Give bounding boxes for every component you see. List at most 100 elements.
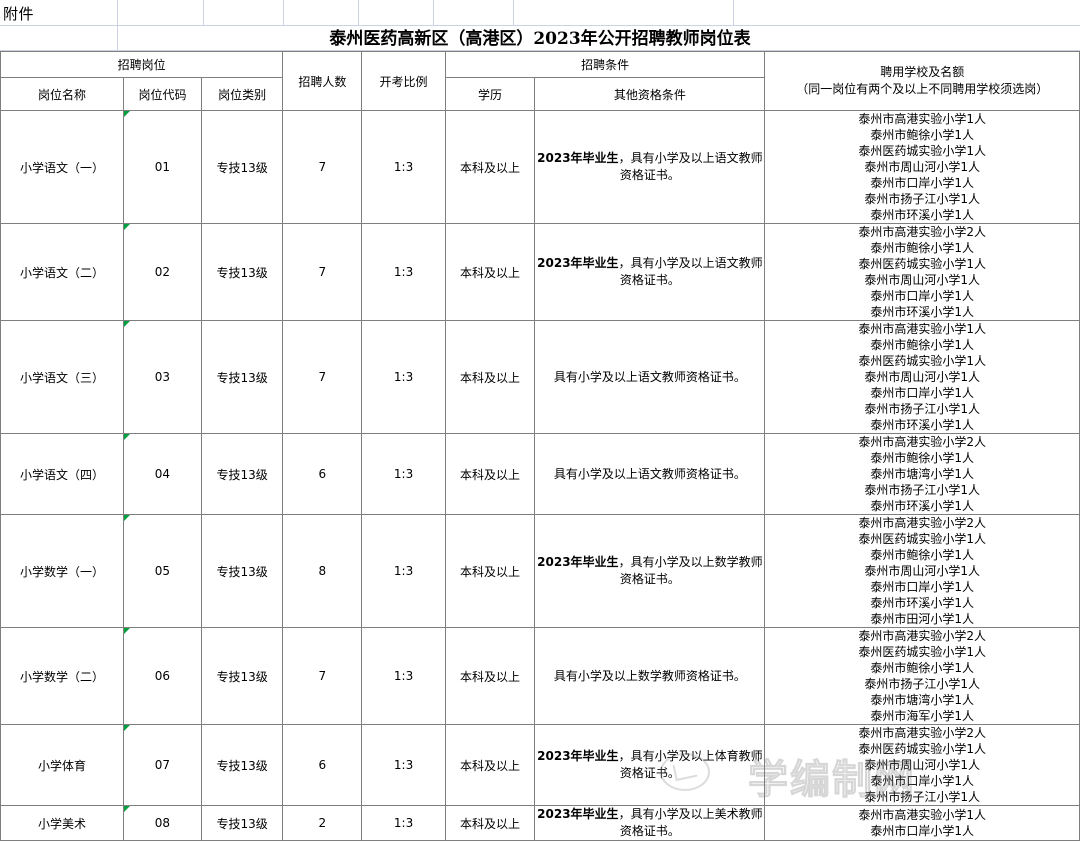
cell-education[interactable]: 本科及以上 (444, 110, 536, 224)
cell-exam-ratio[interactable]: 1:3 (361, 627, 446, 725)
cell-other-conditions[interactable]: 2023年毕业生，具有小学及以上语文教师资格证书。 (534, 223, 766, 321)
cell-recruit-count[interactable]: 7 (282, 320, 363, 434)
cell-education[interactable]: 本科及以上 (444, 627, 536, 725)
table-row[interactable]: 小学数学（一） 05 专技13级 8 1:3 本科及以上 2023年毕业生，具有小学及以上数… (0, 514, 1080, 628)
comment-flag-icon (123, 111, 130, 117)
cell-exam-ratio[interactable]: 1:3 (361, 433, 446, 515)
cell-recruit-count[interactable]: 8 (282, 514, 363, 628)
cell-position-type[interactable]: 专技13级 (200, 223, 284, 321)
school-entry: 泰州市高港实验小学1人 (858, 808, 987, 822)
cell-empty-b1[interactable] (118, 0, 204, 26)
table-header-sub-row: 岗位名称 岗位代码 岗位类别 学历 其他资格条件 (0, 77, 1080, 111)
cell-education[interactable]: 本科及以上 (444, 223, 536, 321)
cell-education[interactable]: 本科及以上 (444, 805, 536, 841)
cell-position-name[interactable]: 小学数学（二） (0, 627, 124, 725)
school-entry: 泰州市扬子江小学1人 (864, 192, 981, 206)
cell-education[interactable]: 本科及以上 (444, 724, 536, 806)
table-row[interactable]: 小学语文（三） 03 专技13级 7 1:3 本科及以上 具有小学及以上语文教师资格证书。泰… (0, 320, 1080, 434)
cell-exam-ratio[interactable]: 1:3 (361, 223, 446, 321)
table-row[interactable]: 小学体育 07 专技13级 6 1:3 本科及以上 2023年毕业生，具有小学及以上体育教师… (0, 724, 1080, 806)
cell-position-code[interactable]: 01 (122, 110, 203, 224)
cell-position-name[interactable]: 小学语文（四） (0, 433, 124, 515)
cell-other-conditions[interactable]: 2023年毕业生，具有小学及以上数学教师资格证书。 (534, 514, 766, 628)
cell-position-code[interactable]: 08 (122, 805, 203, 841)
table-row[interactable]: 小学数学（二） 06 专技13级 7 1:3 本科及以上 具有小学及以上数学教师资格证书。泰… (0, 627, 1080, 725)
cell-empty-g1[interactable] (514, 0, 734, 26)
table-row[interactable]: 小学语文（二） 02 专技13级 7 1:3 本科及以上 2023年毕业生，具有小学及以上语… (0, 223, 1080, 321)
cell-empty-a2[interactable] (0, 26, 118, 51)
cell-position-name[interactable]: 小学美术 (0, 805, 124, 841)
cell-recruit-count[interactable]: 7 (282, 223, 363, 321)
school-entry: 泰州市鲍徐小学1人 (870, 241, 975, 255)
school-entry: 泰州市扬子江小学1人 (864, 677, 981, 691)
cell-schools[interactable]: 泰州市高港实验小学2人 泰州市鲍徐小学1人 泰州医药城实验小学1人 泰州市周山河小学1… (764, 223, 1080, 321)
cell-position-type[interactable]: 专技13级 (200, 724, 284, 806)
cell-exam-ratio[interactable]: 1:3 (361, 320, 446, 434)
cell-position-code[interactable]: 07 (122, 724, 203, 806)
cell-position-type[interactable]: 专技13级 (200, 433, 284, 515)
cell-schools[interactable]: 泰州市高港实验小学1人 泰州市鲍徐小学1人 泰州医药城实验小学1人 泰州市周山河小学1… (764, 320, 1080, 434)
school-entry: 泰州市高港实验小学1人 (858, 322, 987, 336)
cell-exam-ratio[interactable]: 1:3 (361, 724, 446, 806)
cell-schools[interactable]: 泰州市高港实验小学2人 泰州市鲍徐小学1人 泰州市塘湾小学1人 泰州市扬子江小学1人泰… (764, 433, 1080, 515)
cell-schools[interactable]: 泰州市高港实验小学1人 泰州市口岸小学1人 (764, 805, 1080, 841)
cell-position-code[interactable]: 05 (122, 514, 203, 628)
cell-position-code[interactable]: 06 (122, 627, 203, 725)
other-conditions-emphasis: 2023年毕业生 (537, 151, 619, 165)
cell-position-type[interactable]: 专技13级 (200, 627, 284, 725)
school-entry: 泰州市高港实验小学2人 (858, 629, 987, 643)
cell-empty-h1[interactable] (734, 0, 1080, 26)
cell-position-name[interactable]: 小学体育 (0, 724, 124, 806)
cell-education[interactable]: 本科及以上 (444, 433, 536, 515)
cell-other-conditions[interactable]: 具有小学及以上语文教师资格证书。 (534, 433, 766, 515)
school-entry: 泰州市鲍徐小学1人 (870, 128, 975, 142)
cell-other-conditions[interactable]: 2023年毕业生，具有小学及以上体育教师资格证书。 (534, 724, 766, 806)
cell-empty-d1[interactable] (284, 0, 359, 26)
cell-other-conditions[interactable]: 具有小学及以上数学教师资格证书。 (534, 627, 766, 725)
cell-recruit-count[interactable]: 6 (282, 724, 363, 806)
cell-recruit-count[interactable]: 2 (282, 805, 363, 841)
position-code-text: 04 (154, 467, 171, 481)
cell-empty-c1[interactable] (204, 0, 284, 26)
cell-position-name[interactable]: 小学语文（一） (0, 110, 124, 224)
cell-empty-e1[interactable] (359, 0, 434, 26)
table-row[interactable]: 小学美术 08 专技13级 2 1:3 本科及以上 2023年毕业生，具有小学及以上美术教师… (0, 805, 1080, 841)
school-entry: 泰州市周山河小学1人 (864, 370, 981, 384)
cell-position-code[interactable]: 04 (122, 433, 203, 515)
position-code-text: 06 (154, 669, 171, 683)
school-entry: 泰州医药城实验小学1人 (858, 354, 987, 368)
cell-schools[interactable]: 泰州市高港实验小学2人 泰州医药城实验小学1人 泰州市鲍徐小学1人 泰州市周山河小学1… (764, 514, 1080, 628)
cell-schools[interactable]: 泰州市高港实验小学2人 泰州医药城实验小学1人 泰州市周山河小学1人 泰州市口岸小学1… (764, 724, 1080, 806)
cell-other-conditions[interactable]: 2023年毕业生，具有小学及以上语文教师资格证书。 (534, 110, 766, 224)
spreadsheet-row-1: 附件 (0, 0, 1080, 26)
cell-exam-ratio[interactable]: 1:3 (361, 514, 446, 628)
cell-other-conditions[interactable]: 具有小学及以上语文教师资格证书。 (534, 320, 766, 434)
cell-position-code[interactable]: 02 (122, 223, 203, 321)
cell-recruit-count[interactable]: 7 (282, 627, 363, 725)
cell-recruit-count[interactable]: 7 (282, 110, 363, 224)
cell-position-type[interactable]: 专技13级 (200, 110, 284, 224)
cell-position-name[interactable]: 小学语文（二） (0, 223, 124, 321)
cell-position-code[interactable]: 03 (122, 320, 203, 434)
other-conditions-text: 具有小学及以上数学教师资格证书。 (553, 668, 746, 683)
table-row[interactable]: 小学语文（四） 04 专技13级 6 1:3 本科及以上 具有小学及以上语文教师资格证书。 泰… (0, 433, 1080, 515)
cell-schools[interactable]: 泰州市高港实验小学2人 泰州医药城实验小学1人 泰州市鲍徐小学1人 泰州市扬子江小学1… (764, 627, 1080, 725)
cell-schools[interactable]: 泰州市高港实验小学1人 泰州市鲍徐小学1人 泰州医药城实验小学1人 泰州市周山河小学1… (764, 110, 1080, 224)
cell-empty-f1[interactable] (434, 0, 514, 26)
cell-education[interactable]: 本科及以上 (444, 514, 536, 628)
other-conditions-emphasis: 2023年毕业生 (537, 807, 619, 821)
cell-recruit-count[interactable]: 6 (282, 433, 363, 515)
cell-attachment[interactable]: 附件 (0, 0, 118, 26)
cell-position-type[interactable]: 专技13级 (200, 514, 284, 628)
cell-position-name[interactable]: 小学数学（一） (0, 514, 124, 628)
cell-other-conditions[interactable]: 2023年毕业生，具有小学及以上美术教师资格证书。 (534, 805, 766, 841)
cell-exam-ratio[interactable]: 1:3 (361, 805, 446, 841)
table-row[interactable]: 小学语文（一） 01 专技13级 7 1:3 本科及以上 2023年毕业生，具有小学及以上语… (0, 110, 1080, 224)
cell-position-type[interactable]: 专技13级 (200, 805, 284, 841)
cell-position-type[interactable]: 专技13级 (200, 320, 284, 434)
cell-position-name[interactable]: 小学语文（三） (0, 320, 124, 434)
cell-exam-ratio[interactable]: 1:3 (361, 110, 446, 224)
cell-education[interactable]: 本科及以上 (444, 320, 536, 434)
other-conditions-text: 具有小学及以上语文教师资格证书。 (553, 466, 746, 481)
